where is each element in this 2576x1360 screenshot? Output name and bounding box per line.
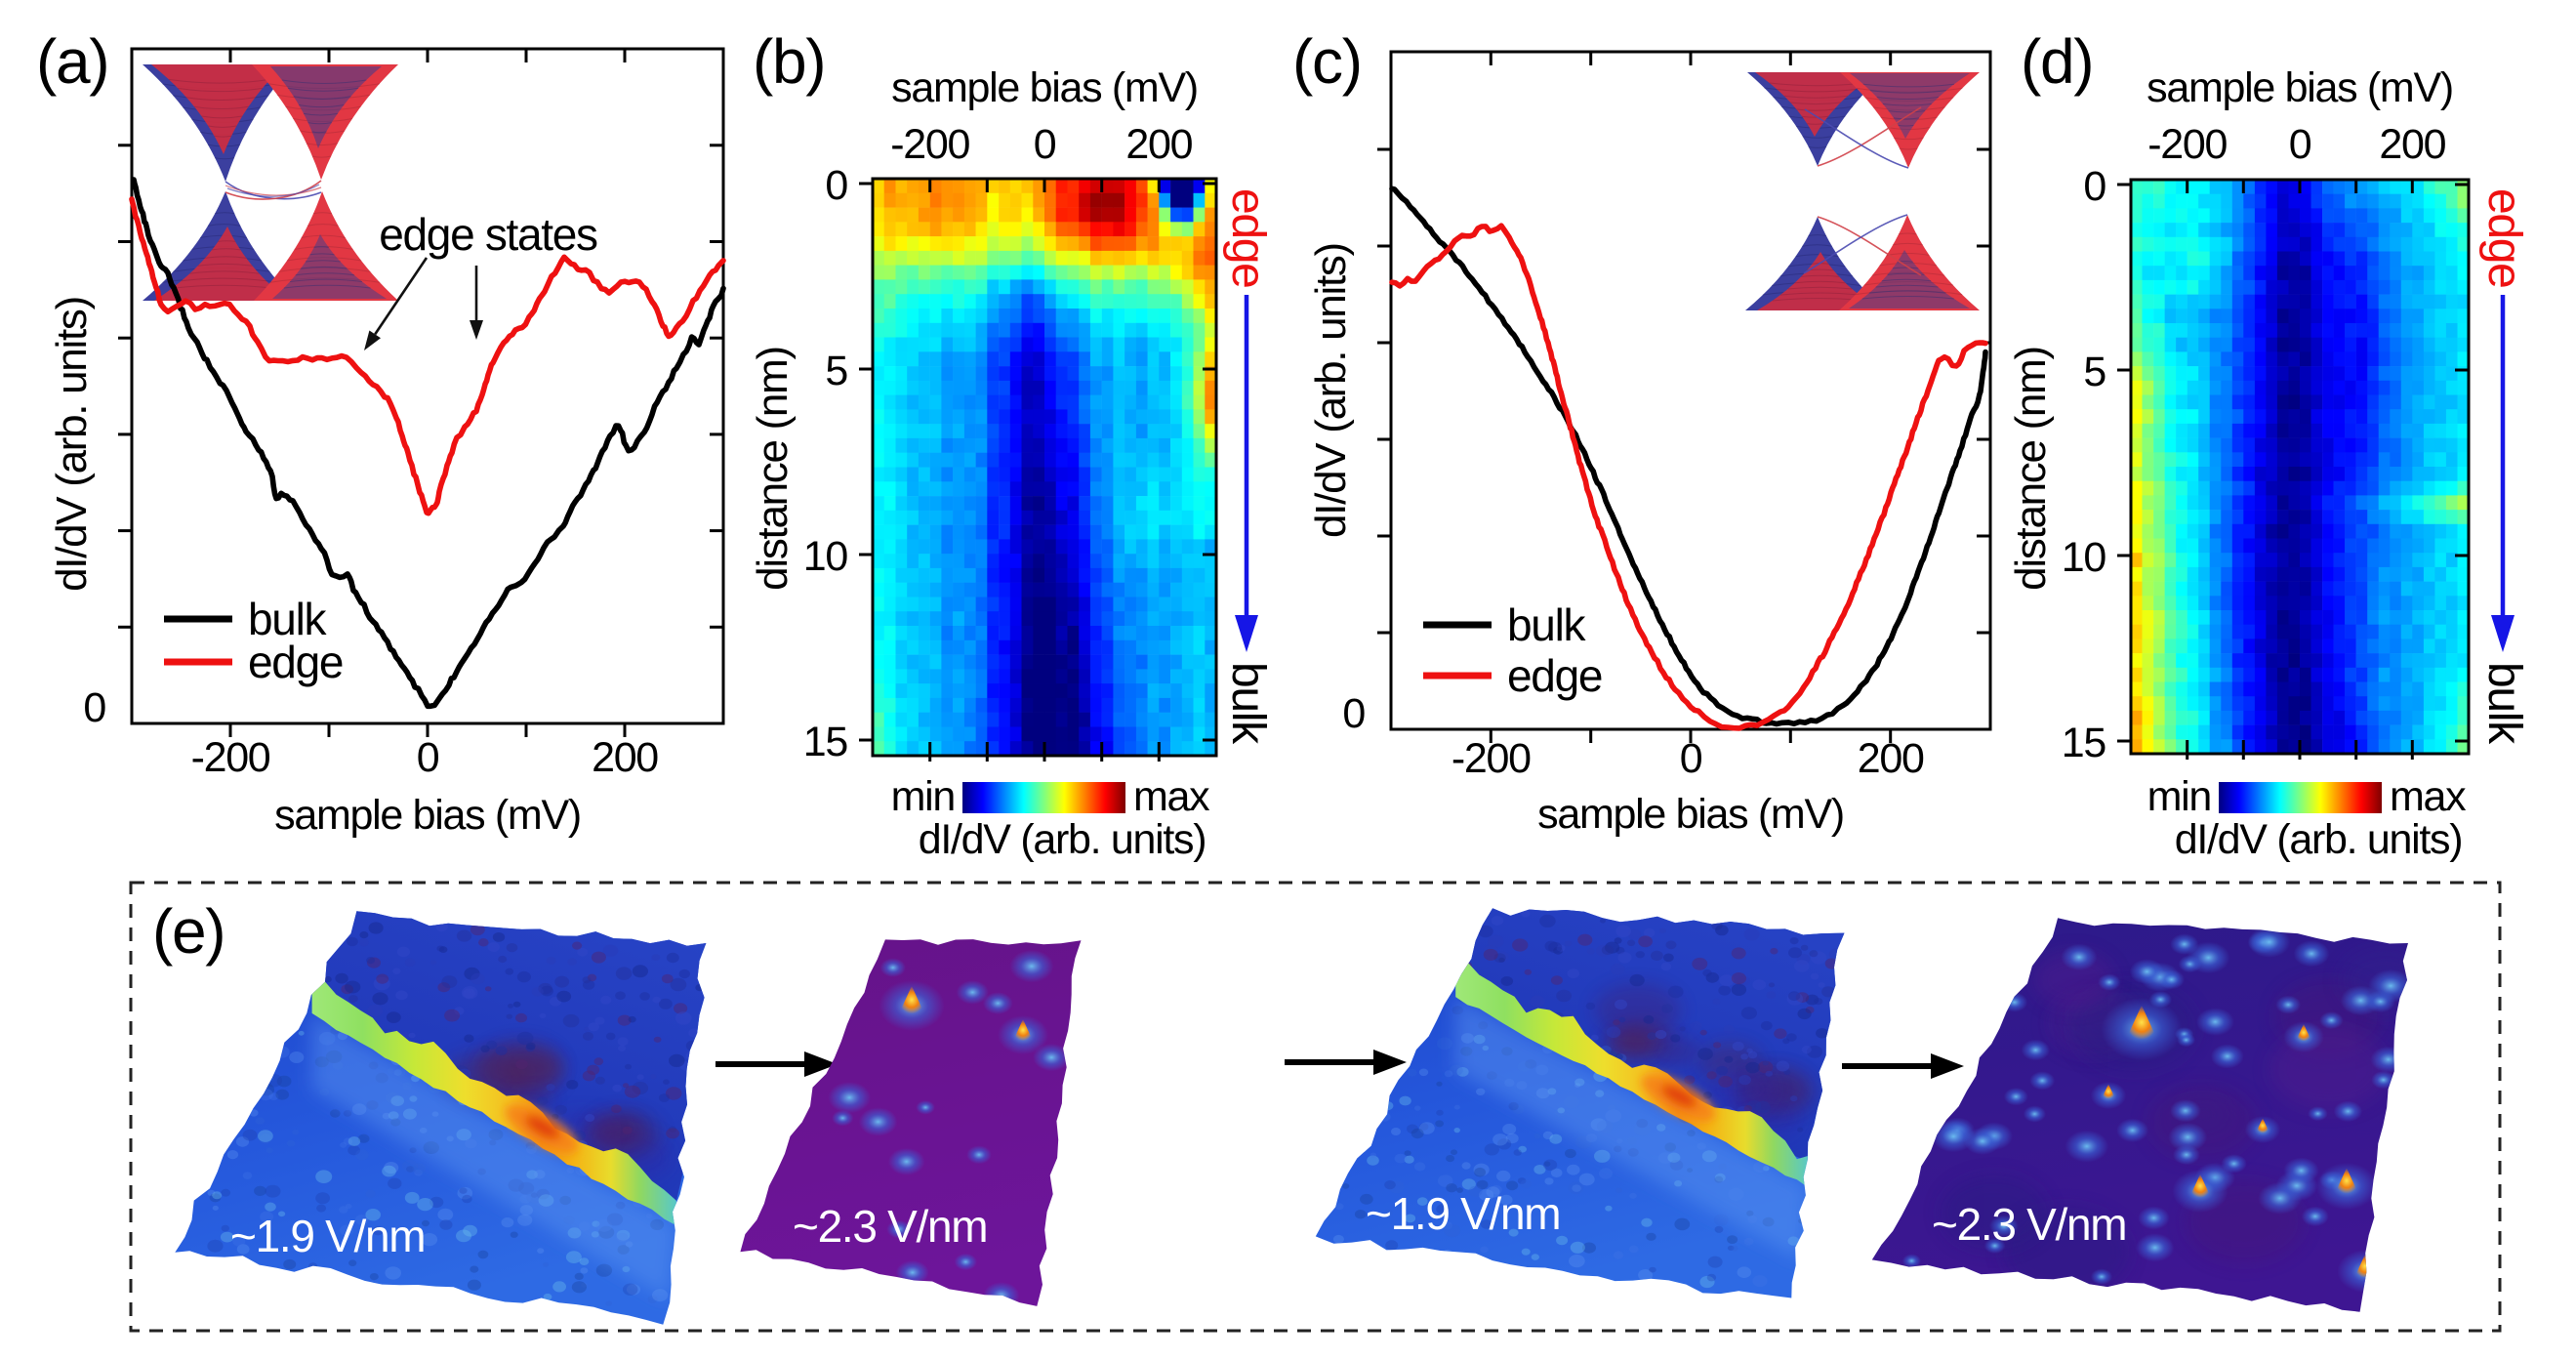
- svg-text:(e): (e): [152, 896, 225, 967]
- svg-text:0: 0: [2289, 121, 2311, 168]
- svg-text:max: max: [1133, 773, 1210, 820]
- svg-text:(a): (a): [36, 26, 108, 97]
- svg-text:(b): (b): [753, 26, 825, 97]
- svg-text:min: min: [891, 773, 955, 820]
- svg-text:max: max: [2390, 773, 2467, 820]
- svg-text:15: 15: [803, 719, 848, 765]
- svg-text:~2.3 V/nm: ~2.3 V/nm: [1932, 1199, 2126, 1250]
- svg-text:200: 200: [592, 734, 658, 781]
- svg-text:200: 200: [1858, 735, 1924, 782]
- svg-text:dI/dV (arb. units): dI/dV (arb. units): [1307, 243, 1355, 538]
- svg-text:15: 15: [2062, 720, 2106, 766]
- svg-text:dI/dV (arb. units): dI/dV (arb. units): [48, 297, 96, 592]
- svg-text:sample bias (mV): sample bias (mV): [1537, 791, 1844, 838]
- svg-text:-200: -200: [1452, 735, 1531, 782]
- svg-text:5: 5: [2083, 349, 2106, 395]
- svg-text:bulk: bulk: [1222, 662, 1274, 745]
- svg-text:200: 200: [2379, 121, 2445, 168]
- svg-text:edge states: edge states: [379, 209, 597, 260]
- svg-text:0: 0: [83, 684, 105, 731]
- svg-text:~2.3 V/nm: ~2.3 V/nm: [793, 1201, 987, 1252]
- svg-text:bulk: bulk: [1507, 599, 1586, 650]
- svg-text:bulk: bulk: [248, 594, 327, 644]
- svg-text:0: 0: [1680, 735, 1702, 782]
- svg-text:sample bias (mV): sample bias (mV): [2147, 64, 2453, 111]
- svg-text:distance (nm): distance (nm): [749, 347, 797, 591]
- svg-text:0: 0: [2083, 163, 2106, 210]
- svg-text:distance (nm): distance (nm): [2007, 347, 2055, 591]
- svg-text:min: min: [2147, 773, 2211, 820]
- svg-text:10: 10: [2062, 534, 2106, 581]
- svg-text:~1.9 V/nm: ~1.9 V/nm: [230, 1211, 425, 1261]
- svg-text:dI/dV (arb. units): dI/dV (arb. units): [919, 816, 1206, 863]
- svg-text:sample bias (mV): sample bias (mV): [891, 64, 1198, 111]
- svg-text:-200: -200: [2147, 121, 2227, 168]
- svg-text:(c): (c): [1292, 26, 1362, 97]
- svg-text:-200: -200: [890, 121, 969, 168]
- svg-text:0: 0: [1342, 690, 1365, 737]
- svg-text:0: 0: [1034, 121, 1056, 168]
- svg-text:-200: -200: [191, 734, 270, 781]
- svg-text:(d): (d): [2021, 26, 2093, 97]
- svg-text:bulk: bulk: [2478, 662, 2530, 745]
- svg-text:edge: edge: [1507, 650, 1602, 701]
- svg-text:dI/dV (arb. units): dI/dV (arb. units): [2175, 816, 2462, 863]
- svg-text:sample bias (mV): sample bias (mV): [274, 792, 581, 839]
- svg-text:10: 10: [803, 533, 848, 580]
- svg-text:edge: edge: [248, 637, 343, 687]
- svg-text:0: 0: [417, 734, 439, 781]
- svg-text:5: 5: [825, 348, 847, 394]
- svg-text:edge: edge: [2478, 188, 2530, 288]
- svg-text:~1.9 V/nm: ~1.9 V/nm: [1366, 1188, 1560, 1239]
- svg-text:0: 0: [825, 162, 847, 209]
- svg-text:200: 200: [1125, 121, 1192, 168]
- svg-text:edge: edge: [1222, 188, 1274, 288]
